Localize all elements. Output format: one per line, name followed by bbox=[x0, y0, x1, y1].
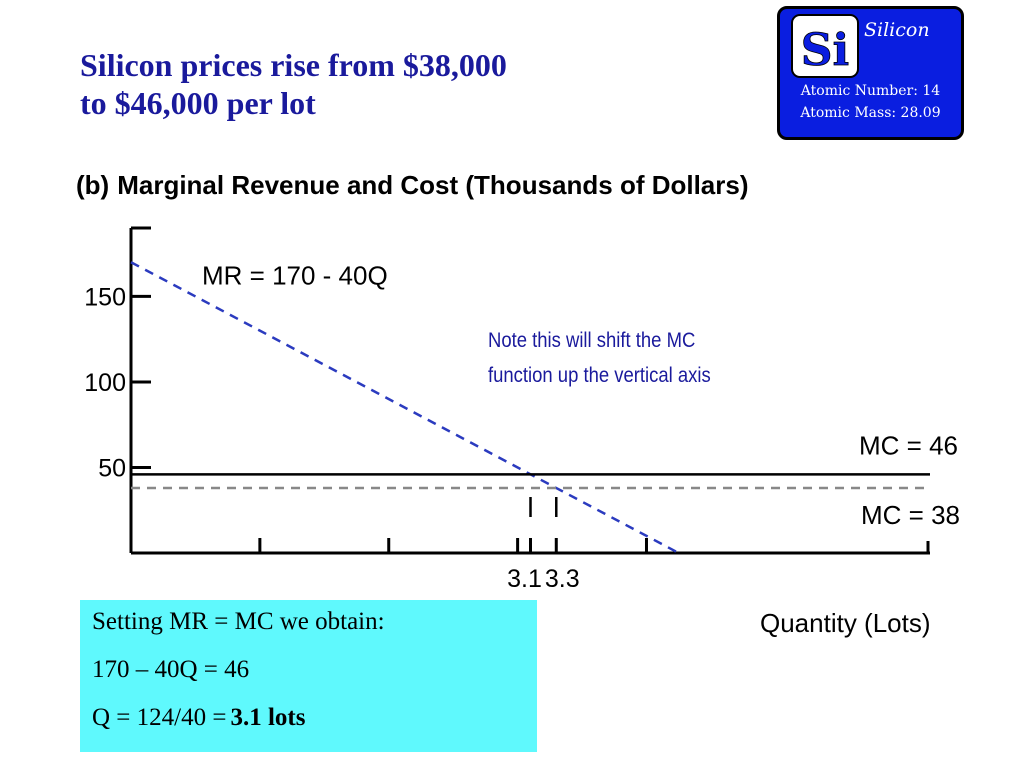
mr-label: MR = 170 - 40Q bbox=[202, 260, 388, 290]
x-tick-label: 3.1 bbox=[507, 565, 542, 593]
atomic-number: Atomic Number: 14 bbox=[800, 83, 941, 99]
slide-title-line1: Silicon prices rise from $38,000 bbox=[80, 47, 507, 83]
series-line-1 bbox=[130, 261, 680, 555]
mc46-label: MC = 46 bbox=[859, 430, 958, 460]
annotation-line2: function up the vertical axis bbox=[488, 364, 711, 387]
slide-title-line2: to $46,000 per lot bbox=[80, 85, 316, 121]
x-axis-title: Quantity (Lots) bbox=[760, 608, 931, 638]
element-symbol-graphic: Si bbox=[791, 14, 859, 78]
chart-heading: (b) Marginal Revenue and Cost (Thousands … bbox=[76, 170, 749, 201]
calc-line-2: 170 – 40Q = 46 bbox=[92, 656, 250, 683]
chart-part-label: (b) bbox=[76, 170, 110, 200]
element-symbol: Si bbox=[801, 25, 850, 76]
calc-line-3-prefix: Q = 124/40 = bbox=[92, 704, 227, 731]
chart-heading-text: Marginal Revenue and Cost (Thousands of … bbox=[117, 170, 749, 200]
annotation-line1: Note this will shift the MC bbox=[488, 329, 695, 352]
calc-line-3: Q = 124/40 = 3.1 lots bbox=[92, 698, 525, 746]
slide-title: Silicon prices rise from $38,000 to $46,… bbox=[80, 46, 680, 122]
calc-line-1: Setting MR = MC we obtain: bbox=[92, 608, 385, 635]
element-badge: Si Silicon Atomic Number: 14 Atomic Mass… bbox=[777, 6, 964, 140]
mc38-label: MC = 38 bbox=[861, 500, 960, 530]
y-tick-label: 100 bbox=[84, 369, 126, 397]
element-name: Silicon bbox=[864, 19, 930, 41]
atomic-mass: Atomic Mass: 28.09 bbox=[800, 105, 941, 121]
calc-result: 3.1 lots bbox=[230, 704, 306, 731]
x-tick-label: 3.3 bbox=[545, 565, 580, 593]
calculation-box: Setting MR = MC we obtain: 170 – 40Q = 4… bbox=[80, 600, 537, 752]
y-tick-label: 150 bbox=[84, 283, 126, 311]
y-tick-label: 50 bbox=[98, 454, 126, 482]
